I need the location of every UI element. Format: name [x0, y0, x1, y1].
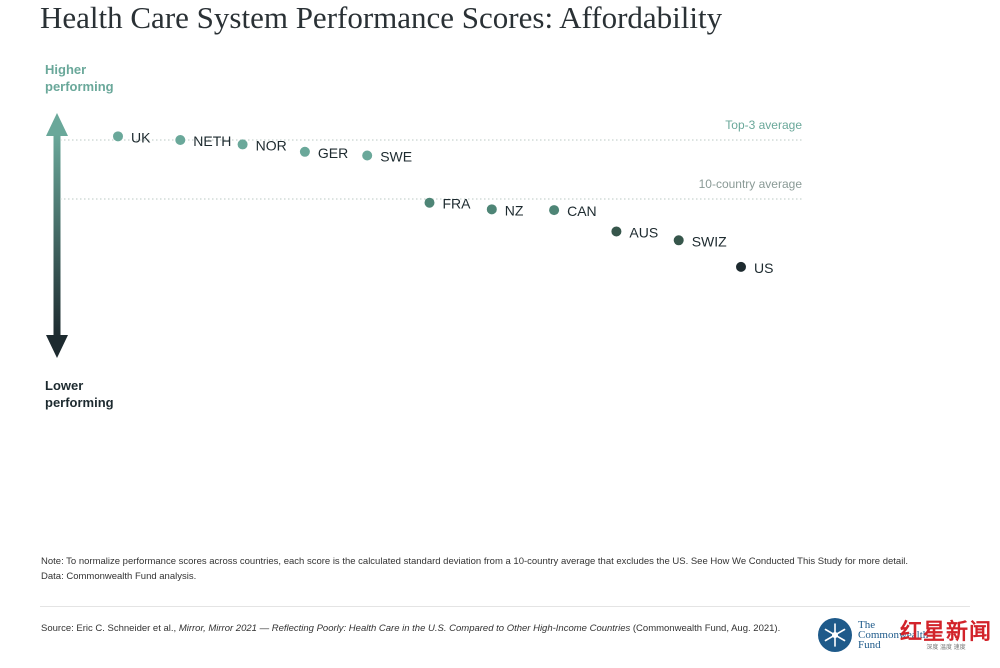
point-uk [113, 131, 123, 142]
logo-line-3: Fund [858, 639, 881, 651]
data-source-text: Data: Commonwealth Fund analysis. [41, 571, 197, 582]
watermark-sub: 深度 温度 速度 [926, 645, 966, 651]
watermark-main: 红星新闻 [900, 619, 993, 645]
point-label-can: CAN [567, 203, 597, 219]
point-swiz [673, 235, 684, 246]
source-suffix: (Commonwealth Fund, Aug. 2021). [630, 623, 781, 634]
point-swe [362, 150, 373, 161]
watermark-logo: 红星新闻 深度 温度 速度 [900, 620, 992, 652]
reference-line-label-1: 10-country average [699, 177, 803, 191]
point-nor [237, 139, 248, 150]
arrow-shaft [53, 134, 61, 336]
point-nz [486, 204, 497, 215]
higher-performing-label: Higher performing [45, 62, 114, 94]
chart-svg: Top-3 average 10-country average UK NETH NO… [46, 113, 803, 358]
reference-line-label-0: Top-3 average [725, 118, 802, 132]
chart-title: Health Care System Performance Scores: A… [40, 0, 723, 35]
lower-performing-label: Lower performing [45, 378, 114, 410]
point-neth [175, 135, 186, 145]
arrow-up-head [46, 113, 68, 136]
point-label-nz: NZ [505, 202, 524, 218]
performance-arrow [46, 113, 68, 358]
logo-line-1: The [858, 619, 876, 631]
source-prefix: Source: Eric C. Schneider et al., [41, 623, 179, 634]
data-points: UK NETH NOR GER SWE FRA NZ CAN AUS SWIZ US [113, 129, 773, 276]
point-label-nor: NOR [256, 137, 287, 153]
point-label-uk: UK [131, 129, 151, 145]
footer-divider [40, 606, 970, 607]
source-citation: Source: Eric C. Schneider et al., Mirror… [41, 623, 801, 635]
point-fra [424, 197, 435, 208]
note-text: Note: To normalize performance scores ac… [41, 556, 909, 567]
point-label-swiz: SWIZ [692, 233, 727, 249]
point-label-fra: FRA [443, 196, 472, 212]
chart-note: Note: To normalize performance scores ac… [41, 555, 946, 583]
logo-line-2: Commonwealth [858, 629, 929, 641]
point-label-aus: AUS [629, 224, 658, 240]
reference-lines: Top-3 average 10-country average [60, 118, 803, 200]
point-label-ger: GER [318, 145, 348, 161]
point-can [549, 205, 560, 216]
point-label-us: US [754, 260, 773, 276]
point-label-swe: SWE [380, 148, 412, 164]
point-aus [611, 226, 622, 237]
point-us [736, 261, 746, 272]
commonwealth-fund-logo: The Commonwealth Fund [818, 618, 929, 652]
snowflake-seal-icon [818, 618, 852, 652]
arrow-down-head [46, 335, 68, 358]
point-label-neth: NETH [193, 133, 231, 149]
source-title: Mirror, Mirror 2021 — Reflecting Poorly:… [178, 623, 631, 634]
point-ger [299, 146, 310, 157]
